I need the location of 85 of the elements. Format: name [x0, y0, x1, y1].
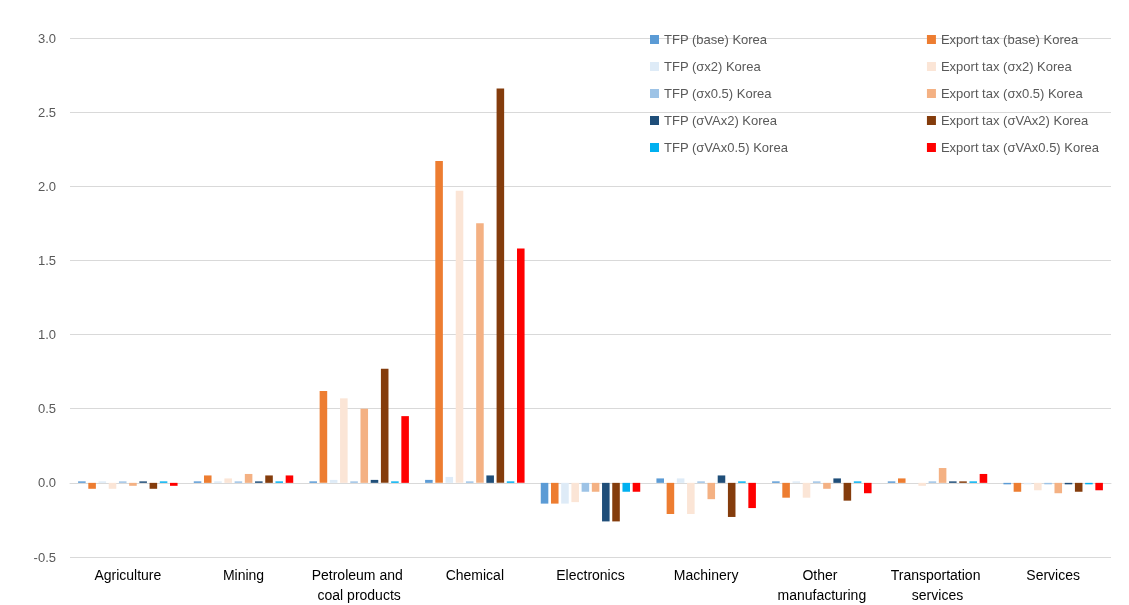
- bar: [612, 482, 620, 522]
- y-tick-label: 1.5: [37, 252, 56, 268]
- bar: [632, 482, 641, 492]
- bar: [1034, 482, 1042, 491]
- legend-label: TFP (σVAx0.5) Korea: [664, 140, 789, 155]
- bar: [340, 398, 348, 483]
- x-tick-label: Transportation services: [890, 567, 985, 603]
- legend-label: Export tax (base) Korea: [940, 32, 1079, 47]
- legend-label: TFP (σVAx2) Korea: [664, 113, 778, 128]
- x-tick-label: Services: [1026, 567, 1081, 583]
- bar: [979, 473, 988, 483]
- legend-label: TFP (base) Korea: [664, 32, 768, 47]
- bar: [843, 482, 852, 501]
- bar: [496, 88, 505, 483]
- bar: [622, 482, 631, 492]
- y-tick-label: 0.0: [37, 475, 56, 491]
- x-tick-label: Electronics: [556, 567, 625, 583]
- legend-label: Export tax (σx0.5) Korea: [940, 86, 1084, 101]
- legend-label: Export tax (σx2) Korea: [940, 59, 1073, 74]
- bar: [802, 482, 811, 498]
- bar: [666, 482, 675, 514]
- bar: [656, 478, 664, 483]
- y-tick-label: 1.0: [37, 327, 56, 343]
- bar: [717, 475, 726, 483]
- bar: [455, 190, 464, 483]
- y-tick-label: 3.0: [37, 30, 56, 46]
- bar: [748, 482, 756, 509]
- x-tick-label: Mining: [222, 567, 265, 583]
- bar: [319, 390, 328, 483]
- y-tick-label: 2.5: [37, 104, 56, 120]
- bar: [224, 478, 232, 483]
- bar: [864, 482, 872, 494]
- bar: [129, 482, 137, 486]
- bar: [938, 468, 947, 483]
- bar: [435, 161, 443, 483]
- x-tick-label: Petroleum and coal products: [311, 567, 407, 603]
- bar: [561, 482, 569, 504]
- x-tick-label: Machinery: [673, 567, 739, 583]
- bar: [370, 479, 379, 483]
- x-tick-label: Chemical: [445, 567, 505, 583]
- legend-label: TFP (σx2) Korea: [664, 59, 762, 74]
- bar: [445, 476, 454, 483]
- bar: [517, 248, 525, 483]
- x-tick-label: Agriculture: [94, 567, 162, 583]
- bar: [687, 482, 695, 514]
- legend-label: Export tax (σVAx0.5) Korea: [940, 140, 1100, 155]
- bar: [108, 482, 117, 489]
- bar: [676, 478, 685, 483]
- x-tick-label: Other manufacturing: [777, 567, 867, 603]
- bar: [550, 482, 559, 504]
- bar: [591, 482, 600, 492]
- y-tick-label: -0.5: [33, 549, 56, 565]
- bar: [782, 482, 790, 498]
- bar: [380, 368, 389, 483]
- y-tick-label: 0.5: [37, 401, 56, 417]
- bar: [476, 223, 484, 483]
- bar: [170, 482, 178, 486]
- bar: [918, 482, 926, 486]
- bar: [486, 475, 494, 483]
- bar: [897, 478, 906, 483]
- bar: [265, 475, 273, 483]
- bar: [581, 482, 590, 492]
- bar: [1013, 482, 1022, 492]
- bar: [244, 473, 253, 483]
- bar: [360, 408, 369, 483]
- bar: [329, 479, 338, 483]
- bar: [707, 482, 716, 500]
- bar: [1054, 482, 1063, 494]
- bar: [88, 482, 96, 489]
- y-tick-label: 2.0: [37, 178, 56, 194]
- bar: [602, 482, 610, 522]
- bar: [425, 479, 433, 483]
- bar: [401, 416, 409, 483]
- bar: [149, 482, 158, 489]
- bar: [285, 475, 294, 483]
- legend-label: TFP (σx0.5) Korea: [664, 86, 773, 101]
- bar: [571, 482, 579, 503]
- legend-label: Export tax (σVAx2) Korea: [940, 113, 1089, 128]
- bar: [833, 478, 841, 483]
- bar: [1074, 482, 1083, 492]
- bar: [203, 475, 212, 483]
- bar: [727, 482, 736, 517]
- bar: [823, 482, 831, 489]
- bar: [1095, 482, 1103, 491]
- bar: [540, 482, 549, 504]
